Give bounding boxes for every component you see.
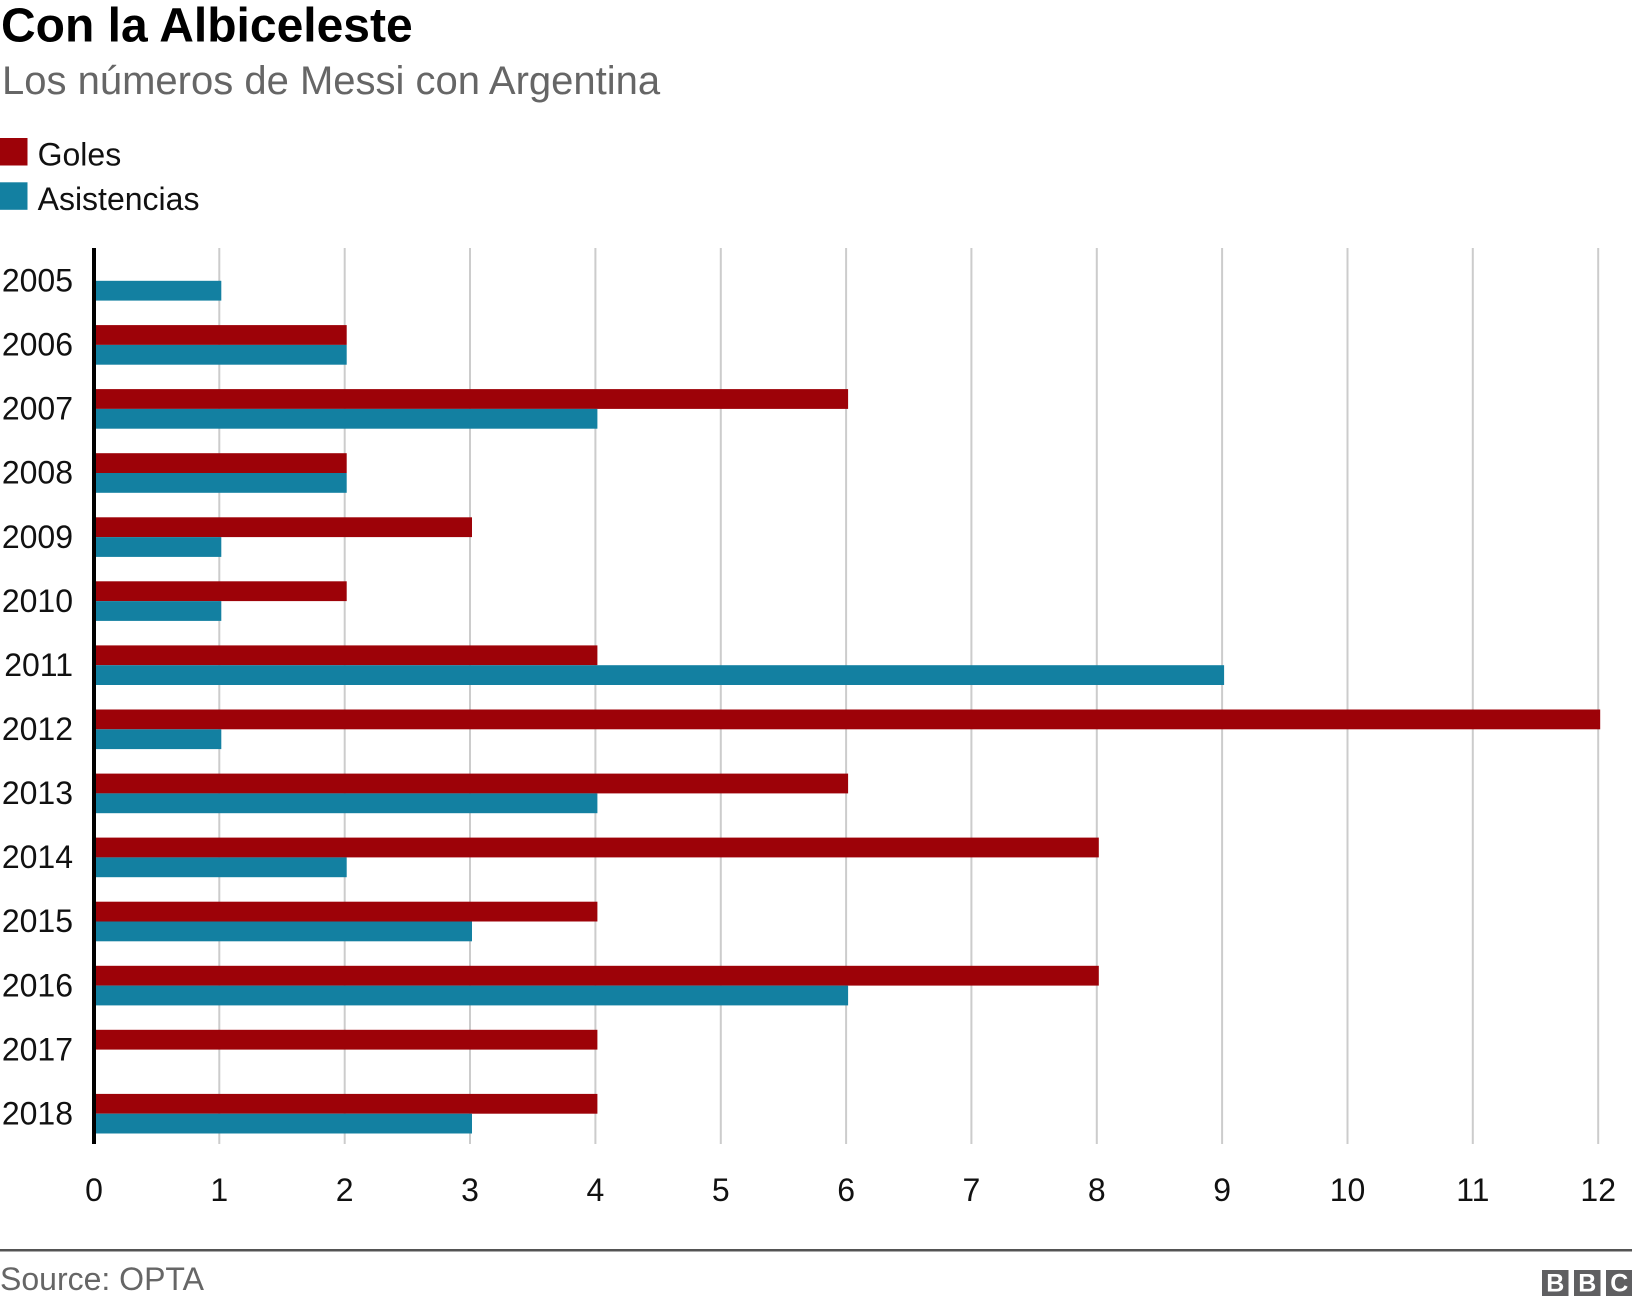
svg-text:2011: 2011 (4, 647, 73, 683)
svg-text:B: B (1546, 1270, 1564, 1298)
svg-text:2012: 2012 (2, 711, 73, 747)
svg-text:4: 4 (587, 1172, 605, 1208)
svg-text:2007: 2007 (2, 391, 73, 427)
svg-text:Source: OPTA: Source: OPTA (0, 1261, 205, 1297)
svg-text:11: 11 (1456, 1172, 1489, 1208)
svg-text:Goles: Goles (38, 137, 122, 173)
svg-text:5: 5 (712, 1172, 730, 1208)
svg-text:1: 1 (210, 1172, 228, 1208)
svg-text:2006: 2006 (2, 327, 73, 363)
svg-text:6: 6 (837, 1172, 855, 1208)
svg-text:10: 10 (1330, 1172, 1366, 1208)
svg-text:Con la Albiceleste: Con la Albiceleste (1, 0, 413, 53)
svg-text:2018: 2018 (2, 1095, 73, 1131)
svg-text:7: 7 (963, 1172, 981, 1208)
svg-text:2014: 2014 (2, 839, 73, 875)
svg-text:3: 3 (461, 1172, 479, 1208)
svg-text:0: 0 (85, 1172, 103, 1208)
svg-text:2015: 2015 (2, 903, 73, 939)
svg-text:8: 8 (1088, 1172, 1106, 1208)
svg-text:2017: 2017 (2, 1031, 73, 1067)
svg-text:C: C (1610, 1270, 1628, 1298)
svg-text:2013: 2013 (2, 775, 73, 811)
svg-text:2008: 2008 (2, 455, 73, 491)
svg-text:Asistencias: Asistencias (38, 181, 200, 217)
svg-text:2010: 2010 (2, 583, 73, 619)
svg-text:2016: 2016 (2, 967, 73, 1003)
svg-text:2: 2 (336, 1172, 354, 1208)
svg-text:2009: 2009 (2, 519, 73, 555)
svg-text:B: B (1578, 1270, 1596, 1298)
svg-text:9: 9 (1213, 1172, 1231, 1208)
svg-text:12: 12 (1580, 1172, 1616, 1208)
svg-text:Los números de Messi con Argen: Los números de Messi con Argentina (2, 59, 661, 103)
svg-text:2005: 2005 (2, 263, 73, 299)
